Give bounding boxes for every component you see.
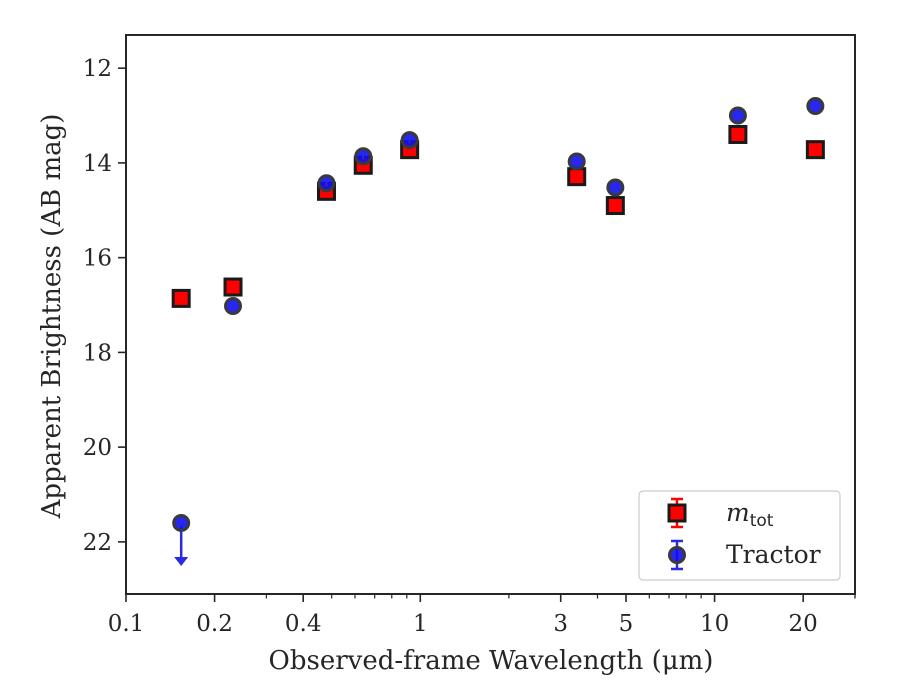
mtot-marker bbox=[728, 124, 748, 144]
mtot-marker bbox=[567, 167, 587, 187]
mtot-marker bbox=[805, 140, 825, 160]
y-tick-label: 14 bbox=[83, 151, 112, 177]
x-tick-label: 0.1 bbox=[108, 611, 145, 637]
legend-box bbox=[638, 490, 841, 581]
x-tick-label: 1 bbox=[413, 611, 428, 637]
y-tick-label: 16 bbox=[83, 246, 112, 272]
x-tick-label: 20 bbox=[789, 611, 818, 637]
x-axis-label: Observed-frame Wavelength (μm) bbox=[269, 646, 714, 676]
legend-marker-tractor bbox=[668, 539, 686, 571]
legend-marker-mtot bbox=[667, 497, 687, 529]
mtot-marker bbox=[605, 196, 625, 216]
x-tick-label: 5 bbox=[619, 611, 634, 637]
x-tick-label: 3 bbox=[553, 611, 568, 637]
x-tick-label: 10 bbox=[700, 611, 729, 637]
y-axis-label: Apparent Brightness (AB mag) bbox=[37, 114, 67, 520]
y-tick-label: 12 bbox=[83, 56, 112, 82]
mtot-marker bbox=[171, 288, 191, 308]
legend: mtot Tractor bbox=[638, 490, 841, 581]
upper-limit-arrow-head bbox=[174, 556, 189, 566]
x-axis: 0.1 0.2 0.4 1 3 5 10 20 bbox=[108, 594, 856, 637]
legend-label-tractor: Tractor bbox=[726, 540, 821, 569]
plot-marks bbox=[171, 97, 825, 566]
x-tick-label: 0.2 bbox=[196, 611, 233, 637]
legend-label-mtot: mtot bbox=[726, 498, 774, 531]
y-tick-label: 18 bbox=[83, 340, 112, 366]
y-tick-label: 22 bbox=[83, 530, 112, 556]
y-axis: 12 14 16 18 20 22 bbox=[83, 56, 126, 556]
x-tick-label: 0.4 bbox=[285, 611, 322, 637]
mtot-marker bbox=[223, 277, 243, 297]
plot-frame bbox=[125, 34, 856, 595]
y-tick-label: 20 bbox=[83, 435, 112, 461]
